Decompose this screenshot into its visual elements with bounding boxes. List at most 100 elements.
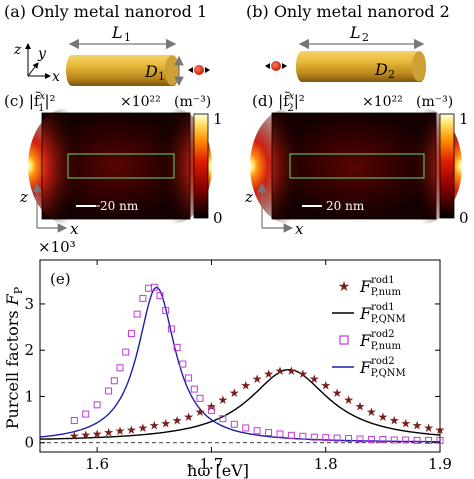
rod2-num-point <box>345 435 353 443</box>
rod2-num-point <box>219 415 227 423</box>
rod2-num-point <box>110 377 118 385</box>
legend-star-marker: ★ <box>338 279 351 295</box>
y-tick-label: 3 <box>24 295 34 313</box>
rod1-num-point: ★ <box>389 414 400 428</box>
rod1-num-point: ★ <box>412 419 423 433</box>
panel-d-units: (m⁻³) <box>416 94 453 110</box>
rod1-num-point: ★ <box>172 414 183 428</box>
rod2-num-point <box>367 436 375 444</box>
rod2-num-point <box>322 434 330 442</box>
plot-frame <box>39 259 441 453</box>
rod1-num-point: ★ <box>206 400 217 414</box>
legend-entry: Frod1 P,QNM <box>359 302 406 325</box>
rod2-num-point <box>276 430 284 438</box>
panel-c-x: x <box>70 220 79 238</box>
rod1-num-point: ★ <box>183 410 194 424</box>
rod2-num-point <box>150 283 158 291</box>
rod2-num-point <box>390 436 398 444</box>
axis-z-label: z <box>13 42 22 58</box>
rod-schematics: z y x L 1 D 1 L 2 D 2 <box>13 23 426 87</box>
axis-x-label: x <box>52 69 60 85</box>
rod2-num-point <box>242 424 250 432</box>
rod2-num-point <box>333 434 341 442</box>
x-tick-label: 1.8 <box>314 455 338 473</box>
legend-entry: Frod1 P,num <box>359 275 401 298</box>
panel-d-scalebar: 20 nm <box>326 199 365 213</box>
rod2-num-point <box>70 417 78 425</box>
panel-e-label: (e) <box>50 270 71 288</box>
xyz-axes-icon: z y x <box>13 42 60 85</box>
rod1-num-point: ★ <box>252 372 263 386</box>
rod1-num-point: ★ <box>69 429 80 443</box>
panel-c-scalebar: 20 nm <box>100 199 139 213</box>
rod1-num-point: ★ <box>149 419 160 433</box>
dipole-1 <box>188 65 210 75</box>
legend-entry: Frod2 P,QNM <box>359 356 406 379</box>
rod2-num-point <box>105 387 113 395</box>
series-line-rod2-qnm <box>39 286 440 443</box>
rod2-num-point <box>139 294 147 302</box>
rod1-num-point: ★ <box>160 416 171 430</box>
rod1-num-point: ★ <box>115 424 126 438</box>
rod1-num-point: ★ <box>377 410 388 424</box>
rod1-num-point: ★ <box>366 405 377 419</box>
rod1-num-point: ★ <box>80 428 91 442</box>
x-tick-label: 1.9 <box>428 455 452 473</box>
rod2-num-point <box>356 435 364 443</box>
rod2-num-point <box>379 436 387 444</box>
rod2-num-point <box>299 432 307 440</box>
rod1-num-point: ★ <box>286 364 297 378</box>
rod1-num-point: ★ <box>263 367 274 381</box>
panel-a-title: (a) Only metal nanorod 1 <box>4 2 208 21</box>
rod2-diameter-label: D <box>374 60 388 79</box>
svg-text:Purcell factors FP: Purcell factors FP <box>3 286 25 429</box>
rod2-num-point <box>310 433 318 441</box>
rod2-num-point <box>185 374 193 382</box>
rod1-length-sub: 1 <box>124 31 131 44</box>
nanorod-2 <box>296 51 426 82</box>
rod1-num-point: ★ <box>332 386 343 400</box>
rod2-num-point <box>116 364 124 372</box>
legend-entry: Frod2 P,num <box>359 329 401 352</box>
panel-d-colorbar <box>439 113 455 219</box>
rod1-num-point: ★ <box>229 386 240 400</box>
axis-y-label: y <box>37 46 47 62</box>
panel-d-cbar-max: 1 <box>459 110 469 128</box>
y-axis-label: Purcell factors FP <box>3 286 25 429</box>
rod1-num-point: ★ <box>423 421 434 435</box>
panel-c-heatmap <box>28 108 212 224</box>
rod2-num-point <box>179 360 187 368</box>
legend-square-marker <box>339 335 349 345</box>
rod2-num-point <box>156 292 164 300</box>
rod2-num-point <box>133 310 141 318</box>
y-tick-label: 2 <box>24 341 34 359</box>
rod1-diameter-sub: 1 <box>158 70 165 83</box>
field-maps: (c) |f̃x 1|² ×10²² (m⁻³) 20 nm 1 0 z x (d… <box>4 91 469 238</box>
rod2-num-point <box>82 410 90 418</box>
x-tick-label: 1.7 <box>199 455 223 473</box>
dipole-2 <box>265 61 287 71</box>
rod1-length-label: L <box>111 23 123 42</box>
rod2-num-point <box>127 330 135 338</box>
panel-d-x: x <box>295 220 304 238</box>
panel-d-z: z <box>244 188 253 206</box>
rod1-num-point: ★ <box>309 372 320 386</box>
panel-c-z: z <box>19 188 28 206</box>
rod2-num-point <box>162 306 170 314</box>
rod2-num-point <box>287 431 295 439</box>
rod2-num-point <box>145 284 153 292</box>
panel-c-colorbar <box>193 113 209 219</box>
rod1-num-point: ★ <box>195 405 206 419</box>
rod2-num-point <box>265 429 273 437</box>
rod2-num-point <box>173 343 181 351</box>
rod2-num-point <box>253 427 261 435</box>
rod2-num-point <box>402 436 410 444</box>
rod2-num-point <box>207 406 215 414</box>
x-axis-label: ħω [eV] <box>187 461 249 479</box>
rod1-num-point: ★ <box>400 416 411 430</box>
rod2-num-point <box>230 420 238 428</box>
rod1-num-point: ★ <box>435 423 446 437</box>
panel-b-title: (b) Only metal nanorod 2 <box>246 2 450 21</box>
y-tick-label: 0 <box>24 434 34 452</box>
rod1-num-point: ★ <box>275 364 286 378</box>
